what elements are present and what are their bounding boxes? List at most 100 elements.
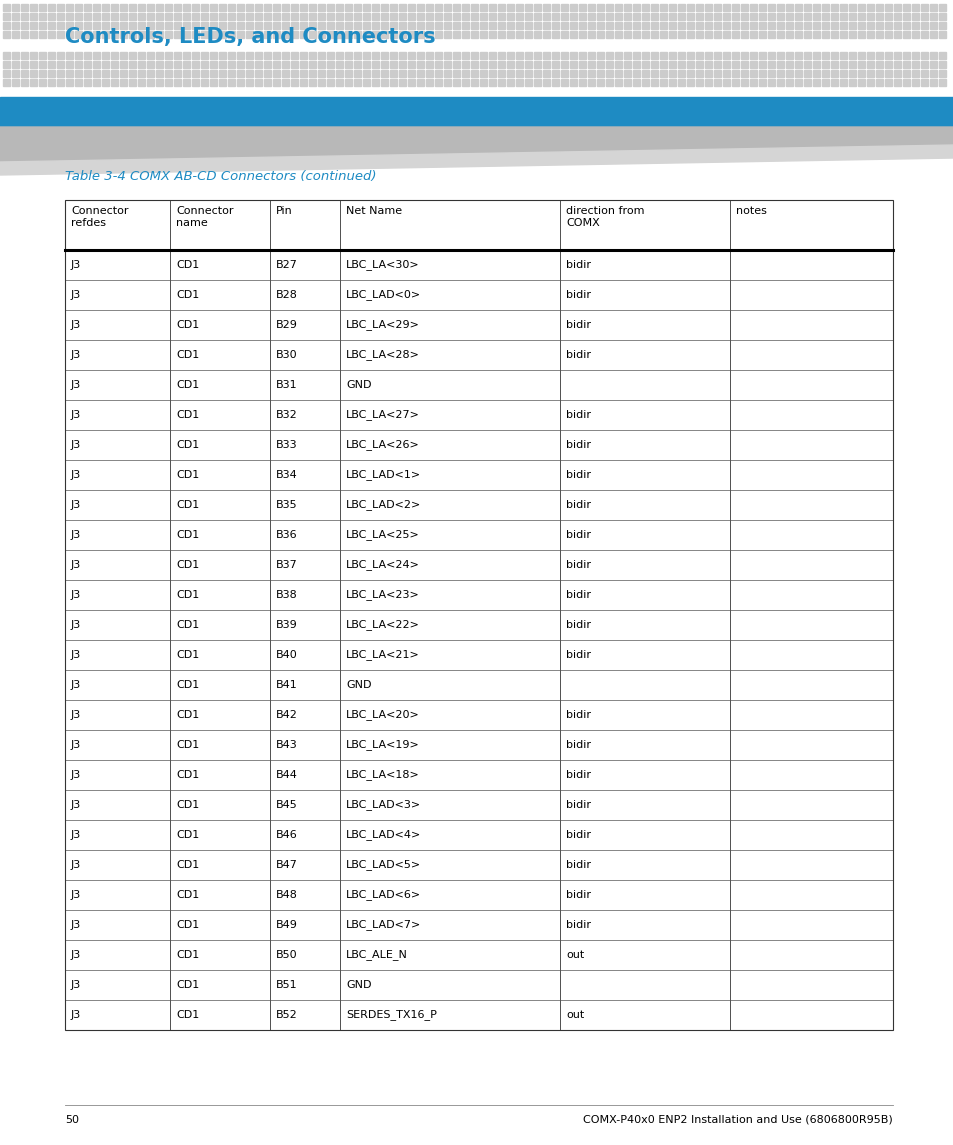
Bar [659, 22, 666, 29]
Bar [767, 13, 774, 19]
Bar [201, 52, 208, 60]
Text: LBC_LA<21>: LBC_LA<21> [346, 649, 419, 661]
Bar [704, 52, 711, 60]
Bar [390, 61, 396, 68]
Bar [704, 3, 711, 11]
Text: CD1: CD1 [175, 800, 199, 810]
Bar [668, 52, 676, 60]
Bar [12, 61, 19, 68]
Bar [704, 70, 711, 77]
Text: B45: B45 [275, 800, 297, 810]
Bar [461, 3, 469, 11]
Bar [398, 3, 406, 11]
Bar [273, 61, 280, 68]
Bar [84, 22, 91, 29]
Bar [659, 31, 666, 38]
Bar [803, 13, 810, 19]
Bar [938, 61, 945, 68]
Bar [246, 31, 253, 38]
Bar [380, 70, 388, 77]
Bar [309, 79, 315, 86]
Bar [884, 79, 891, 86]
Bar [57, 52, 64, 60]
Text: bidir: bidir [565, 800, 590, 810]
Text: J3: J3 [71, 890, 81, 900]
Bar [759, 3, 765, 11]
Bar [650, 61, 658, 68]
Bar [911, 79, 918, 86]
Bar [75, 79, 82, 86]
Text: LBC_LAD<3>: LBC_LAD<3> [346, 799, 420, 811]
Bar [759, 61, 765, 68]
Bar [524, 13, 532, 19]
Bar [426, 70, 433, 77]
Bar [776, 79, 783, 86]
Bar [713, 13, 720, 19]
Bar [668, 70, 676, 77]
Bar [461, 70, 469, 77]
Bar [156, 22, 163, 29]
Bar [111, 22, 118, 29]
Bar [75, 22, 82, 29]
Text: B46: B46 [275, 830, 297, 840]
Bar [219, 22, 226, 29]
Bar [335, 31, 343, 38]
Bar [317, 79, 325, 86]
Bar [650, 79, 658, 86]
Bar [884, 22, 891, 29]
Bar [489, 13, 496, 19]
Bar [471, 52, 477, 60]
Bar [398, 13, 406, 19]
Bar [228, 52, 234, 60]
Bar [578, 61, 585, 68]
Bar [479, 31, 486, 38]
Bar [183, 13, 190, 19]
Bar [345, 52, 352, 60]
Bar [722, 70, 729, 77]
Text: GND: GND [346, 380, 371, 390]
Bar [57, 3, 64, 11]
Bar [803, 70, 810, 77]
Bar [848, 52, 855, 60]
Bar [893, 79, 900, 86]
Text: COMX-P40x0 ENP2 Installation and Use (6806800R95B): COMX-P40x0 ENP2 Installation and Use (68… [582, 1115, 892, 1126]
Bar [578, 22, 585, 29]
Text: B38: B38 [275, 590, 297, 600]
Bar [479, 3, 486, 11]
Bar [902, 22, 909, 29]
Bar [264, 3, 271, 11]
Bar [192, 79, 199, 86]
Text: bidir: bidir [565, 530, 590, 540]
Bar [497, 22, 504, 29]
Bar [309, 61, 315, 68]
Bar [129, 31, 136, 38]
Bar [30, 3, 37, 11]
Text: CD1: CD1 [175, 440, 199, 450]
Bar [111, 70, 118, 77]
Text: CD1: CD1 [175, 410, 199, 420]
Bar [929, 31, 936, 38]
Bar [309, 70, 315, 77]
Bar [0, 97, 953, 127]
Bar [506, 70, 514, 77]
Bar [408, 13, 415, 19]
Bar [327, 52, 334, 60]
Bar [524, 3, 532, 11]
Bar [569, 31, 577, 38]
Bar [650, 70, 658, 77]
Bar [668, 61, 676, 68]
Bar [759, 31, 765, 38]
Bar [776, 70, 783, 77]
Bar [722, 13, 729, 19]
Bar [569, 61, 577, 68]
Bar [722, 79, 729, 86]
Bar [3, 13, 10, 19]
Bar [713, 52, 720, 60]
Bar [183, 31, 190, 38]
Bar [102, 52, 109, 60]
Bar [201, 61, 208, 68]
Bar [516, 61, 522, 68]
Bar [497, 70, 504, 77]
Text: B33: B33 [275, 440, 297, 450]
Bar [875, 79, 882, 86]
